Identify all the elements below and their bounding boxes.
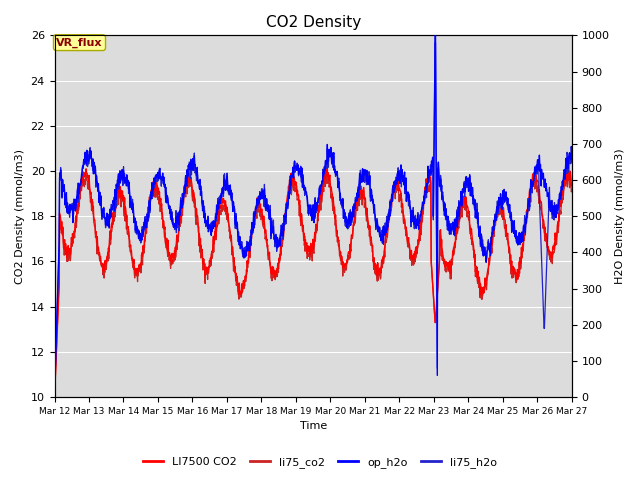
Legend: LI7500 CO2, li75_co2, op_h2o, li75_h2o: LI7500 CO2, li75_co2, op_h2o, li75_h2o (139, 452, 501, 472)
X-axis label: Time: Time (300, 421, 327, 432)
Y-axis label: H2O Density (mmol/m3): H2O Density (mmol/m3) (615, 148, 625, 284)
Y-axis label: CO2 Density (mmol/m3): CO2 Density (mmol/m3) (15, 149, 25, 284)
Title: CO2 Density: CO2 Density (266, 15, 361, 30)
Text: VR_flux: VR_flux (56, 37, 103, 48)
